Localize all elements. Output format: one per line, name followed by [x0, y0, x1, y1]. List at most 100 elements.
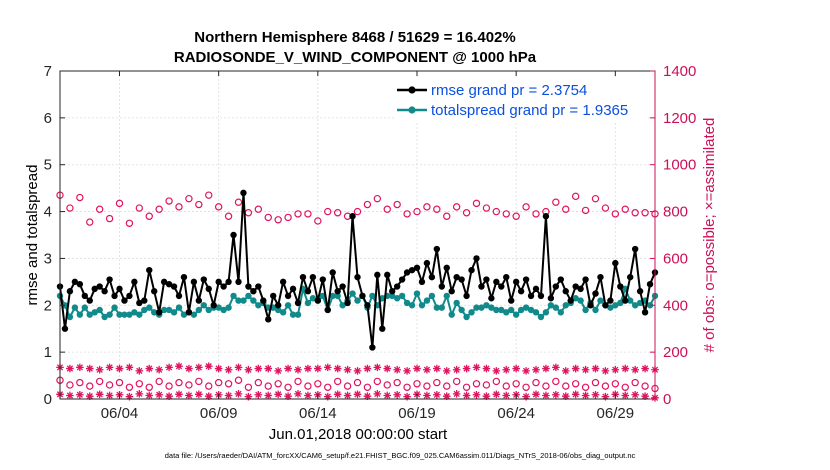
obs-assimilated-marker [76, 390, 84, 399]
totalspread-series-point [334, 292, 341, 300]
obs-possible-marker [353, 207, 362, 216]
obs-possible-marker [542, 382, 550, 390]
rmse-series-point [438, 283, 445, 290]
obs-assimilated-marker [224, 391, 233, 400]
rmse-series-point [428, 273, 436, 281]
obs-assimilated-marker [284, 392, 292, 400]
obs-possible-marker [274, 380, 282, 388]
obs-possible-marker [413, 380, 421, 388]
totalspread-series-point [542, 309, 550, 316]
obs-possible-marker [205, 382, 213, 390]
obs-possible-marker [571, 380, 580, 388]
obs-assimilated-marker [383, 364, 392, 373]
obs-possible-marker [373, 194, 382, 203]
totalspread-series-point [81, 304, 88, 311]
obs-possible-marker [522, 203, 530, 211]
totalspread-series-point [369, 292, 376, 300]
totalspread-series-point [488, 304, 495, 311]
obs-possible-marker [66, 381, 74, 389]
obs-assimilated-marker [393, 390, 401, 399]
obs-possible-marker [373, 377, 382, 386]
obs-assimilated-marker [95, 365, 104, 374]
obs-assimilated-marker [66, 364, 74, 373]
obs-assimilated-marker [204, 362, 213, 370]
y2-tick-label: 400 [663, 297, 688, 314]
obs-possible-marker [452, 377, 461, 386]
legend-rmse-marker [408, 86, 416, 94]
obs-assimilated-marker [542, 364, 550, 373]
rmse-series-point [527, 292, 535, 300]
obs-possible-marker [115, 378, 124, 387]
totalspread-series-point [398, 292, 406, 300]
x-tick-label: 06/19 [398, 405, 436, 422]
obs-possible-marker [294, 210, 302, 218]
totalspread-series-point [517, 306, 525, 314]
totalspread-series-point [274, 306, 282, 314]
obs-assimilated-marker [423, 391, 431, 400]
y2-tick-label: 1400 [663, 63, 696, 80]
obs-assimilated-marker [601, 392, 610, 401]
obs-possible-marker [502, 382, 510, 390]
obs-possible-marker [135, 204, 144, 212]
obs-possible-marker [591, 194, 600, 203]
obs-possible-marker [353, 378, 362, 387]
obs-assimilated-marker [333, 390, 342, 399]
obs-possible-marker [611, 380, 620, 388]
chart-title: Northern Hemisphere 8468 / 51629 = 16.40… [194, 29, 515, 46]
rmse-series-point [329, 269, 336, 276]
obs-assimilated-marker [403, 367, 411, 375]
totalspread-series-point [190, 311, 198, 318]
rmse-series-point [299, 273, 307, 281]
rmse-series-point [151, 288, 158, 295]
obs-assimilated-marker [353, 367, 362, 375]
rmse-series-point [344, 299, 351, 307]
rmse-series-point [260, 297, 267, 304]
obs-possible-marker [115, 199, 124, 208]
rmse-series-point [398, 276, 406, 283]
obs-assimilated-marker [383, 391, 392, 400]
rmse-series-point [384, 271, 391, 279]
totalspread-series-point [126, 311, 133, 318]
rmse-series-point [210, 302, 217, 309]
obs-assimilated-marker [532, 365, 540, 374]
obs-possible-marker [591, 378, 600, 387]
y2-tick-label: 0 [663, 391, 671, 408]
totalspread-series-point [403, 299, 411, 307]
obs-possible-marker [165, 197, 173, 205]
totalspread-series-point [527, 306, 535, 314]
obs-possible-marker [105, 381, 114, 389]
obs-assimilated-marker [492, 367, 501, 375]
obs-assimilated-marker [304, 364, 312, 373]
y2-tick-label: 800 [663, 204, 688, 221]
obs-possible-marker [284, 213, 292, 222]
legend: rmse grand pr = 2.3754 totalspread grand… [395, 78, 647, 122]
plot-area [60, 71, 655, 399]
obs-assimilated-marker [244, 392, 253, 401]
rmse-series-point [463, 292, 470, 300]
rmse-series-point [532, 285, 540, 293]
obs-assimilated-marker [234, 390, 243, 398]
rmse-series-point [324, 306, 331, 314]
totalspread-series-point [289, 311, 297, 318]
totalspread-series-point [230, 292, 237, 300]
obs-possible-marker [472, 199, 481, 208]
rmse-series-point [488, 295, 495, 302]
obs-assimilated-marker [571, 364, 580, 373]
x-tick-label: 06/09 [200, 405, 238, 422]
obs-assimilated-marker [621, 391, 630, 400]
totalspread-series-point [66, 313, 74, 321]
y-tick-label: 3 [44, 250, 52, 267]
totalspread-series-point [592, 306, 599, 314]
totalspread-series-point [146, 304, 153, 311]
series-layer [56, 189, 659, 351]
totalspread-series-point [225, 304, 232, 311]
obs-possible-marker [472, 380, 481, 388]
obs-possible-marker [195, 200, 203, 209]
rmse-series-point [493, 278, 500, 286]
obs-assimilated-marker [641, 392, 649, 400]
rmse-series-point [607, 297, 614, 304]
obs-assimilated-marker [482, 392, 491, 400]
x-tick-label: 06/29 [597, 405, 635, 422]
y2-axis-label: # of obs: o=possible; ×=assimilated [701, 118, 718, 353]
